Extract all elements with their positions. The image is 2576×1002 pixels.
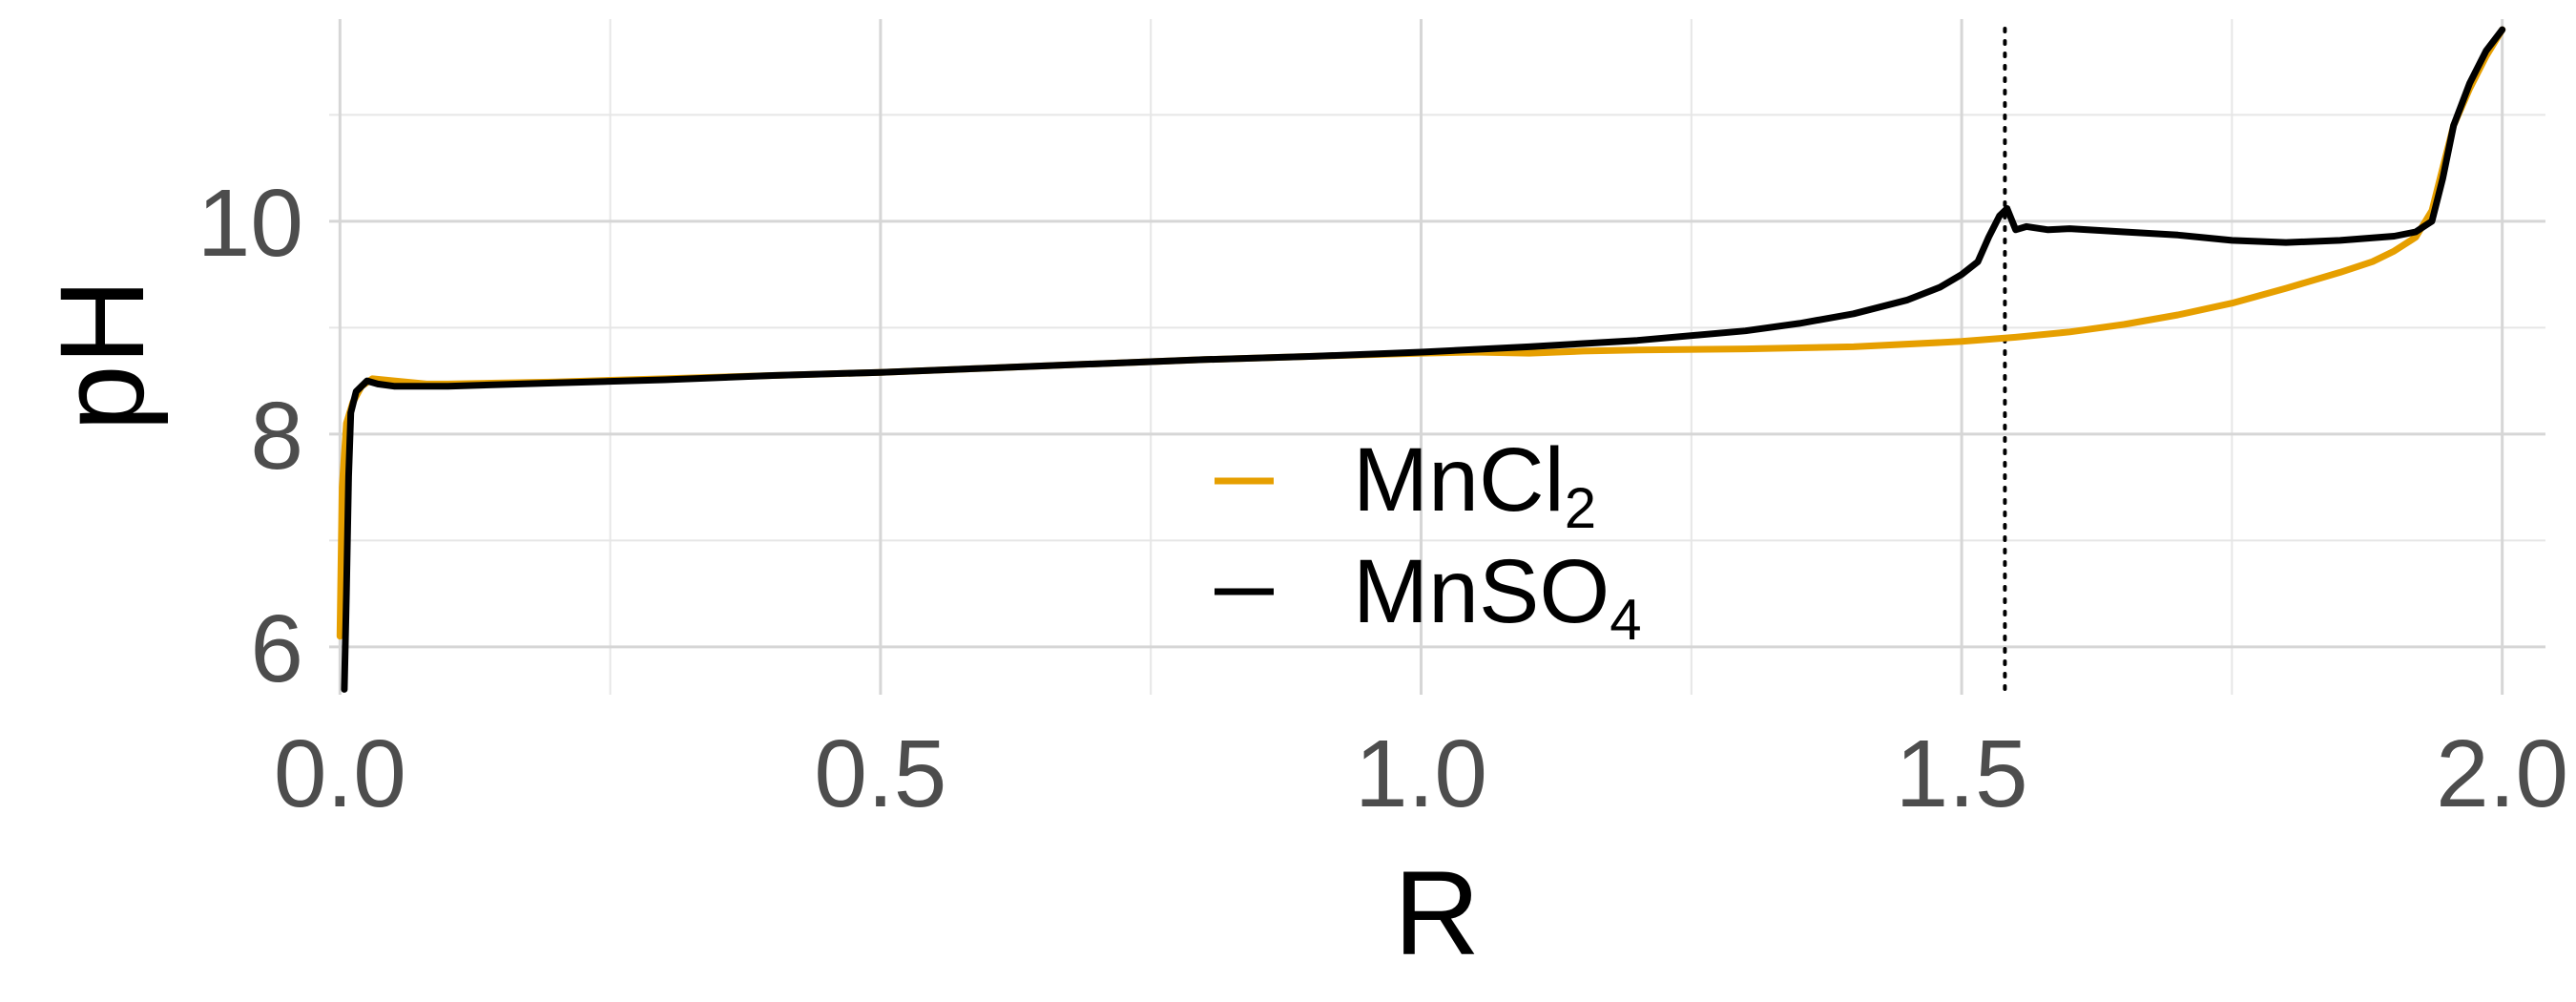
- legend-label-mncl2-sub: 2: [1565, 476, 1596, 540]
- legend-label-mncl2-base: MnCl: [1353, 429, 1565, 531]
- legend-label-mnso4: MnSO4: [1353, 541, 1642, 652]
- x-tick-label: 0.0: [274, 720, 406, 827]
- series-line-mnso4: [341, 26, 2506, 693]
- y-tick-label: 10: [197, 170, 303, 277]
- y-tick-label: 8: [250, 383, 303, 490]
- y-tick-label: 6: [250, 595, 303, 702]
- x-axis-title: R: [1394, 847, 1480, 980]
- x-tick-label: 1.5: [1896, 720, 2028, 827]
- x-tick-label: 2.0: [2436, 720, 2568, 827]
- legend-label-mnso4-base: MnSO: [1353, 541, 1610, 642]
- x-tick-label: 1.0: [1355, 720, 1487, 827]
- x-tick-label: 0.5: [814, 720, 946, 827]
- series-lines: [336, 26, 2506, 693]
- legend-label-mncl2: MnCl2: [1353, 429, 1596, 540]
- legend-label-mnso4-sub: 4: [1610, 588, 1641, 652]
- y-tick-labels: 6 8 10: [197, 170, 303, 702]
- grid-lines: [329, 19, 2545, 695]
- legend: MnCl2 MnSO4: [1215, 429, 1642, 652]
- x-tick-labels: 0.0 0.5 1.0 1.5 2.0: [274, 720, 2568, 827]
- y-axis-title: pH: [36, 279, 169, 431]
